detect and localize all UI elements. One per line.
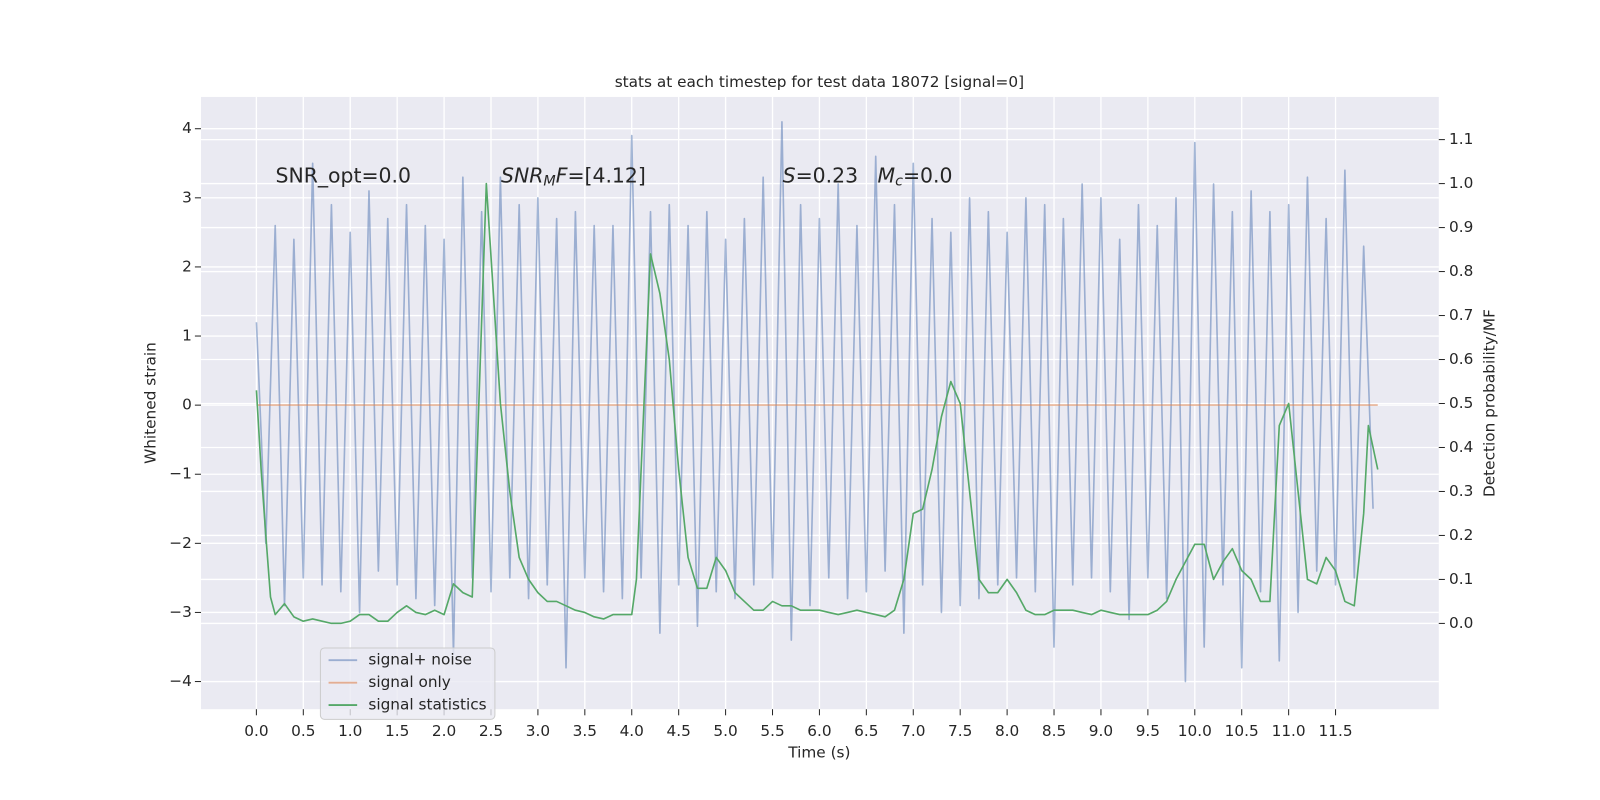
x-tick-label: 1.0 (338, 722, 362, 740)
y2-tick-label: 1.0 (1449, 174, 1473, 192)
y2-tick-label: 0.1 (1449, 570, 1473, 588)
y2-axis-label: Detection probability/MF (1480, 309, 1498, 497)
x-tick-label: 5.0 (713, 722, 737, 740)
x-tick-label: 7.0 (901, 722, 925, 740)
x-tick-label: 8.5 (1042, 722, 1066, 740)
series-line (255, 182, 1379, 625)
grid (201, 96, 1439, 710)
y2-tick-label: 0.3 (1449, 482, 1473, 500)
y2-tick-label: 0.2 (1449, 526, 1473, 544)
y-tick-label: −4 (169, 672, 192, 690)
annotation-part: =0.23 (796, 164, 878, 188)
x-tick-label: 4.5 (667, 722, 691, 740)
x-tick-label: 4.0 (620, 722, 644, 740)
x-tick-label: 7.5 (948, 722, 972, 740)
x-tick-label: 0.0 (244, 722, 268, 740)
legend-box (319, 647, 496, 720)
x-tick-label: 5.5 (760, 722, 784, 740)
y-axis-label: Whitened strain (142, 342, 160, 464)
y2-tick-label: 0.5 (1449, 394, 1473, 412)
y-tick-label: 0 (182, 396, 192, 414)
annotation: SNRMF=[4.12] (501, 164, 646, 190)
legend-label: signal statistics (368, 696, 486, 714)
annotation-part: S (783, 164, 796, 188)
annotation-part: c (895, 174, 903, 190)
y-tick-label: −3 (169, 603, 192, 621)
annotation-part: =0.0 (903, 164, 953, 188)
x-tick-label: 2.0 (432, 722, 456, 740)
y2-tick-label: 0.4 (1449, 438, 1473, 456)
x-tick-label: 1.5 (385, 722, 409, 740)
x-tick-label: 9.5 (1136, 722, 1160, 740)
x-tick-label: 10.5 (1225, 722, 1259, 740)
x-tick-label: 6.0 (807, 722, 831, 740)
y2-tick-label: 0.6 (1449, 350, 1473, 368)
x-tick-label: 3.0 (526, 722, 550, 740)
y-tick-label: 2 (182, 257, 192, 275)
legend: signal+ noise signal only signal statistic… (319, 647, 496, 720)
annotation: SNR_opt=0.0 (276, 164, 412, 189)
y2-tick-label: 0.0 (1449, 614, 1473, 632)
x-tick-label: 9.0 (1089, 722, 1113, 740)
legend-label: signal only (368, 673, 450, 691)
x-tick-label: 10.0 (1178, 722, 1212, 740)
annotation-part: SNR (501, 164, 543, 188)
legend-label: signal+ noise (368, 651, 472, 669)
chart-title: stats at each timestep for test data 180… (615, 73, 1024, 91)
annotation-part: =[4.12] (567, 164, 645, 188)
x-tick-label: 11.5 (1319, 722, 1353, 740)
y-tick-label: 1 (182, 327, 192, 345)
y2-tick-label: 0.7 (1449, 306, 1473, 324)
annotation-part: F (556, 164, 568, 188)
x-tick-label: 8.0 (995, 722, 1019, 740)
x-tick-label: 2.5 (479, 722, 503, 740)
y-tick-label: 4 (182, 119, 192, 137)
x-tick-label: 3.5 (573, 722, 597, 740)
y-tick-label: −1 (169, 465, 192, 483)
annotation-part: SNR_opt=0.0 (276, 164, 412, 189)
x-axis-label: Time (s) (787, 744, 850, 762)
x-tick-label: 0.5 (291, 722, 315, 740)
annotation-part: M (878, 164, 896, 188)
annotation: S=0.23 Mc=0.0 (783, 164, 953, 190)
y2-tick-label: 0.9 (1449, 218, 1473, 236)
y2-tick-label: 1.1 (1449, 130, 1473, 148)
x-tick-label: 6.5 (854, 722, 878, 740)
x-tick-label: 11.0 (1272, 722, 1306, 740)
series-line (255, 121, 1374, 683)
annotation-part: M (543, 174, 555, 190)
y-tick-label: 3 (182, 188, 192, 206)
y-tick-label: −2 (169, 534, 192, 552)
y2-tick-label: 0.8 (1449, 262, 1473, 280)
